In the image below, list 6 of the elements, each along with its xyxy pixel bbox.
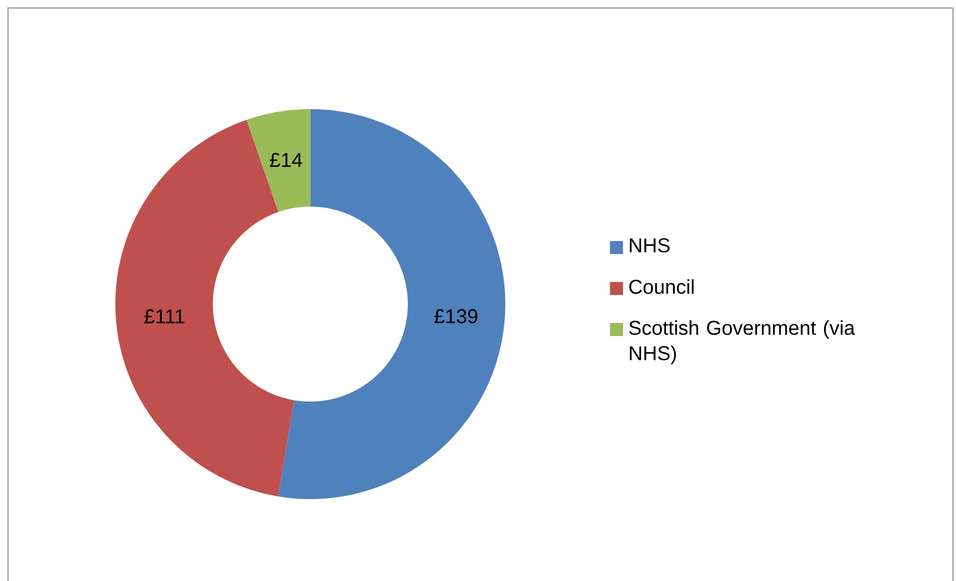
data-label: £139 bbox=[434, 309, 478, 324]
data-label: £111 bbox=[144, 309, 184, 324]
legend-label: NHS bbox=[630, 238, 670, 252]
legend-label: Scottish Government (via NHS) bbox=[629, 320, 855, 364]
legend-label: Council bbox=[629, 279, 694, 294]
data-label: £14 bbox=[270, 152, 302, 167]
